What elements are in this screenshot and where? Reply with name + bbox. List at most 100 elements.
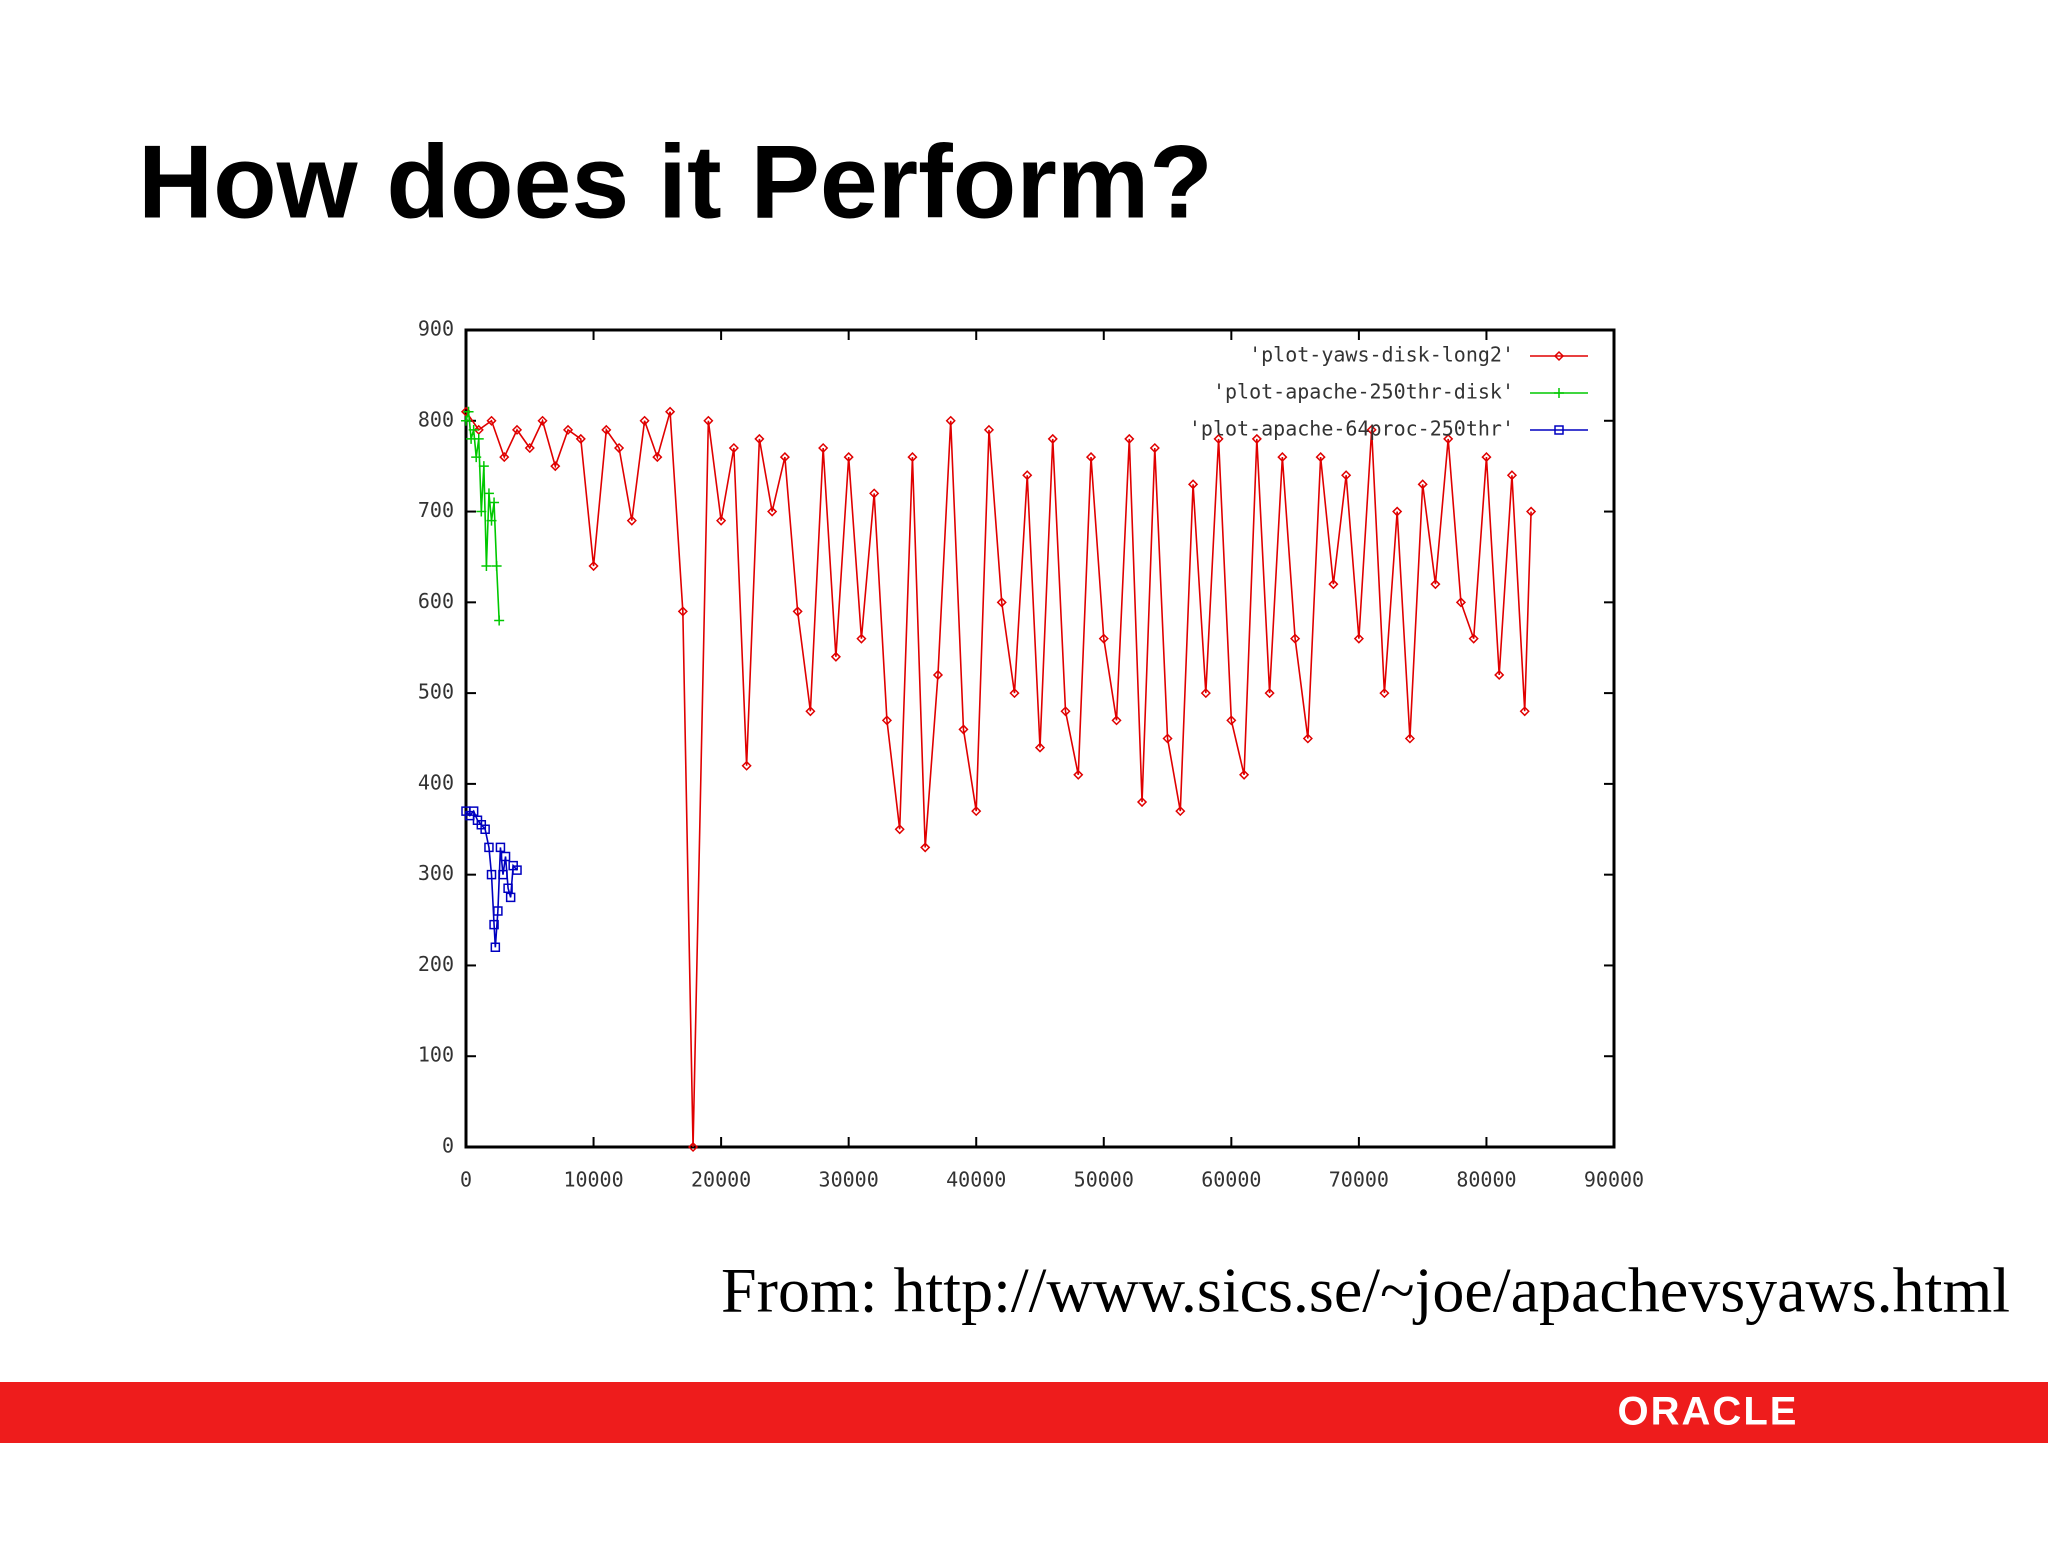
point-marker [945,415,956,426]
point-marker [1302,733,1313,744]
y-tick-label: 100 [418,1043,454,1067]
y-tick-label: 400 [418,770,454,794]
point-marker [473,433,484,444]
point-marker [1506,470,1518,481]
point-marker [471,452,482,463]
point-marker [1526,506,1537,517]
y-tick-label: 200 [418,952,454,976]
point-marker [1213,433,1224,444]
point-marker [1047,433,1058,444]
point-marker [499,452,510,463]
point-marker [856,633,867,644]
point-marker [1073,769,1084,780]
y-tick-label: 0 [442,1134,454,1158]
y-tick-label: 500 [418,680,454,704]
x-tick-label: 70000 [1329,1168,1389,1192]
point-marker [1124,433,1135,444]
point-marker [537,415,548,426]
point-marker [1264,688,1275,699]
x-tick-label: 20000 [691,1168,751,1192]
point-marker [1379,688,1390,699]
point-marker [486,415,497,426]
point-marker [614,442,625,454]
point-marker [1022,470,1033,481]
point-marker [1315,452,1326,463]
point-marker [476,506,487,517]
point-marker [1085,452,1097,463]
point-marker [508,860,518,871]
point-marker [461,415,471,426]
point-marker [575,433,586,444]
point-marker [468,806,479,816]
point-marker [468,424,479,435]
point-marker [478,461,489,472]
point-marker [983,424,995,435]
y-tick-label: 300 [418,861,454,885]
point-marker [728,442,739,454]
point-marker [932,669,944,681]
point-marker [1553,350,1565,362]
point-marker [484,842,494,853]
point-marker [894,824,905,835]
point-marker [1251,433,1262,444]
point-marker [489,497,500,508]
point-marker [1149,442,1160,454]
point-marker [483,488,494,499]
point-marker [512,865,522,875]
legend-label: 'plot-apache-250thr-disk' [1213,380,1514,404]
point-marker [601,424,612,435]
logo: ORACLE [1618,1390,1799,1434]
point-marker [792,606,803,617]
source-note: From: http://www.sics.se/~joe/apachevsya… [721,1255,2010,1326]
point-marker [463,406,474,417]
point-marker [588,560,599,572]
point-marker [1494,669,1505,681]
point-marker [1162,733,1173,744]
point-marker [562,424,574,435]
point-marker [1188,479,1199,490]
series-line [465,809,518,948]
point-marker [1366,424,1377,435]
point-marker [818,442,829,454]
point-marker [665,406,676,417]
point-marker [1554,425,1564,435]
point-marker [472,815,483,825]
point-marker [1443,433,1454,444]
point-marker [1136,796,1148,808]
point-marker [486,515,497,526]
point-marker [1392,506,1403,517]
point-marker [687,1141,699,1153]
point-marker [1519,706,1530,717]
x-tick-label: 50000 [1074,1168,1134,1192]
point-marker [1417,479,1428,490]
point-marker [1353,633,1364,644]
x-tick-label: 0 [460,1168,472,1192]
point-marker [1200,688,1211,699]
point-marker [1060,706,1071,717]
point-marker [494,615,505,626]
point-marker [830,651,841,662]
y-tick-label: 700 [418,498,454,522]
point-marker [1111,715,1122,726]
point-marker [481,561,492,572]
x-tick-label: 10000 [563,1168,623,1192]
x-tick-label: 90000 [1584,1168,1644,1192]
point-marker [498,869,508,880]
point-marker [881,715,892,726]
point-marker [490,942,501,953]
point-marker [805,706,816,717]
point-marker [1430,579,1441,590]
point-marker [958,724,969,735]
point-marker [505,892,516,903]
point-marker [480,824,490,835]
x-tick-label: 80000 [1456,1168,1516,1192]
y-tick-label: 800 [418,407,454,431]
point-marker [486,869,497,880]
footer-band [0,1382,2048,1443]
point-marker [1468,633,1479,644]
point-marker [779,452,790,463]
point-marker [1554,388,1564,398]
point-marker [1455,597,1466,608]
